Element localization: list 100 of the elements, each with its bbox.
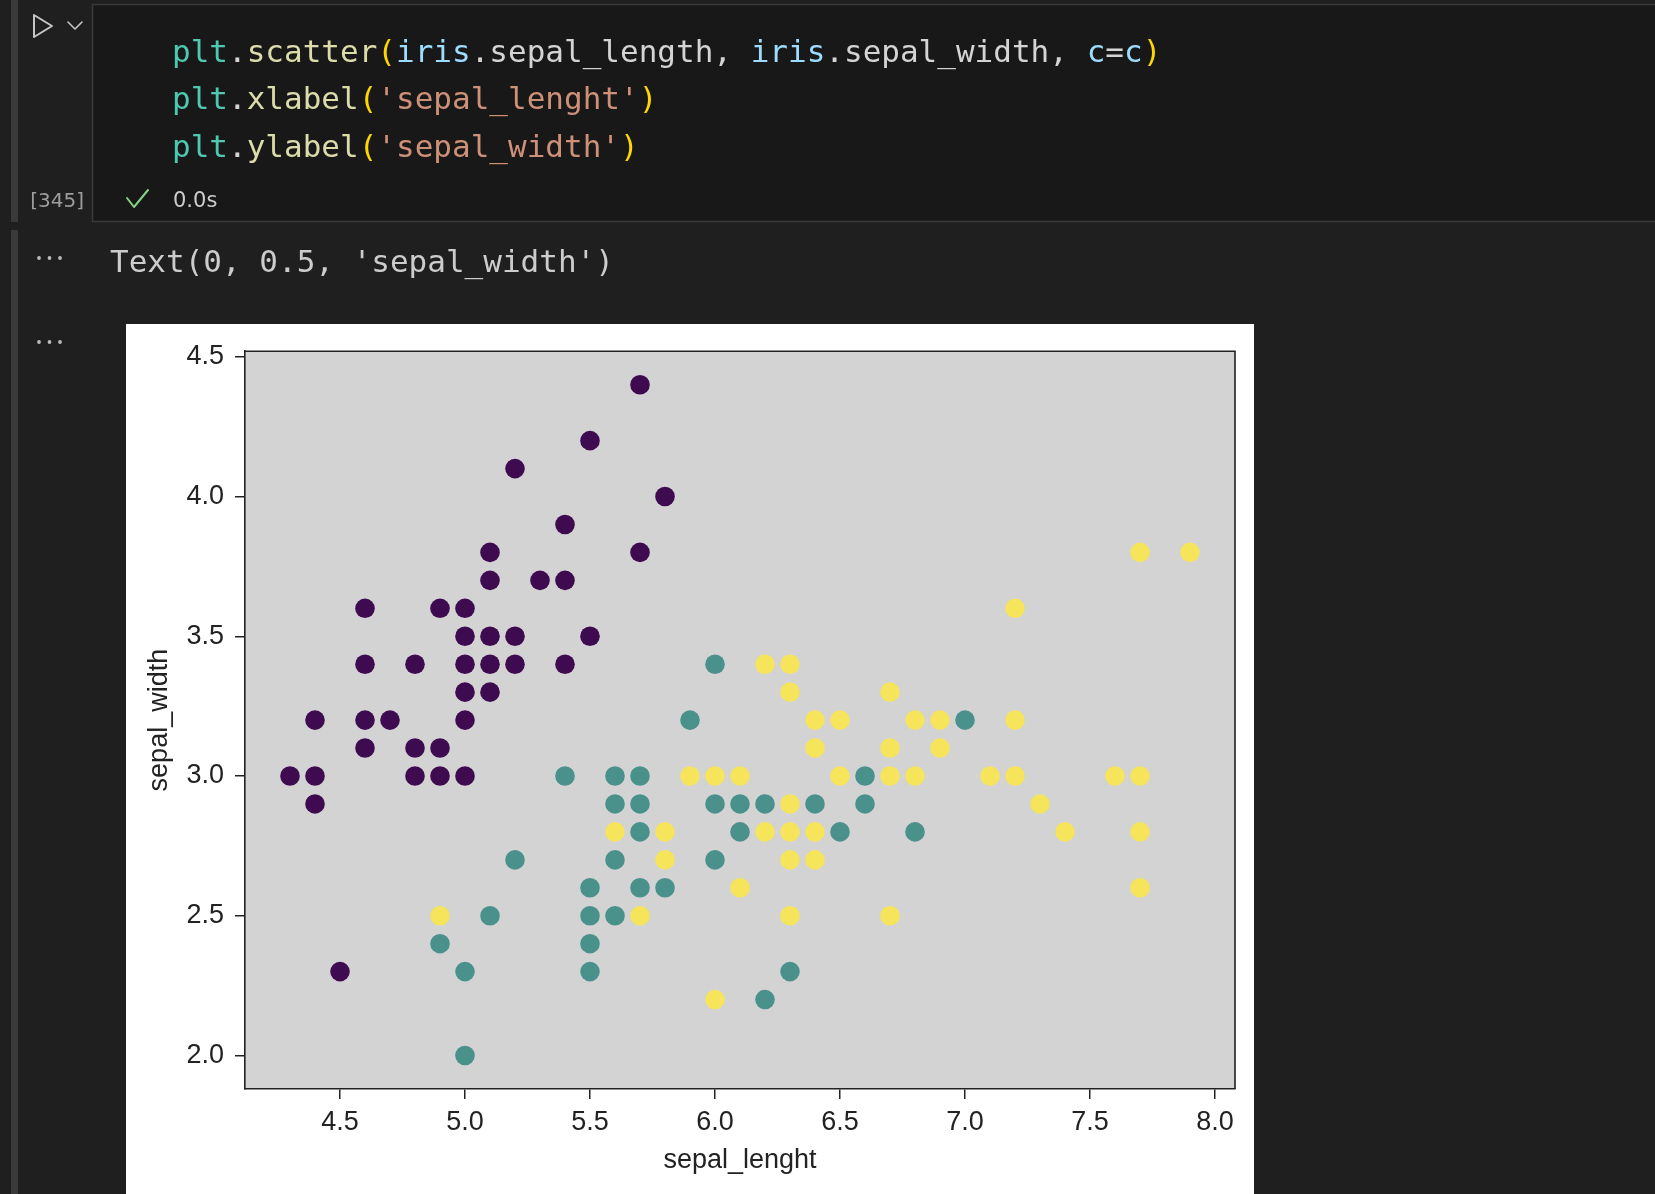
point	[430, 598, 450, 619]
point	[880, 766, 900, 786]
x-axis-title: sepal_lenght	[663, 1144, 818, 1175]
point	[1130, 766, 1150, 786]
point	[880, 905, 900, 926]
x-tick-label: 6.5	[821, 1105, 859, 1136]
point	[705, 766, 725, 786]
y-tick-label: 4.5	[186, 340, 224, 371]
point	[555, 766, 575, 786]
point	[555, 514, 575, 535]
point	[605, 905, 625, 926]
y-axis-title: sepal_width	[142, 648, 173, 792]
point	[355, 710, 375, 730]
point	[1130, 822, 1150, 842]
point	[580, 961, 600, 982]
point	[630, 905, 650, 926]
point	[730, 794, 750, 814]
point	[755, 822, 775, 842]
point	[705, 989, 725, 1010]
point	[730, 822, 750, 842]
point	[380, 710, 400, 730]
point	[780, 961, 800, 982]
point	[1130, 542, 1150, 563]
point	[305, 766, 325, 786]
point	[455, 961, 475, 982]
point	[455, 598, 475, 619]
point	[605, 794, 625, 814]
point	[805, 738, 825, 758]
point	[1005, 766, 1025, 786]
point	[480, 626, 500, 647]
x-tick-label: 5.0	[446, 1105, 484, 1136]
point	[430, 905, 450, 926]
point	[455, 1045, 475, 1066]
point	[855, 794, 875, 814]
x-tick-label: 5.5	[571, 1105, 609, 1136]
point	[605, 766, 625, 786]
point	[830, 766, 850, 786]
point	[955, 710, 975, 730]
point	[455, 682, 475, 702]
point	[655, 486, 675, 507]
x-tick-label: 7.0	[946, 1105, 984, 1136]
y-tick-label: 3.5	[186, 619, 224, 650]
point	[430, 766, 450, 786]
point	[1130, 877, 1150, 898]
point	[630, 822, 650, 842]
x-tick-label: 8.0	[1196, 1105, 1234, 1136]
point	[580, 430, 600, 451]
point	[780, 905, 800, 926]
point	[455, 766, 475, 786]
point	[480, 542, 500, 563]
point	[530, 570, 550, 591]
point	[455, 654, 475, 675]
text: Text(0, 0.5, 'sepal_width')	[110, 243, 614, 280]
point	[805, 822, 825, 842]
point	[1055, 822, 1075, 842]
point	[280, 766, 300, 786]
point	[930, 710, 950, 730]
point	[1180, 542, 1200, 563]
point	[505, 850, 525, 870]
point	[505, 654, 525, 675]
x-tick-label: 6.0	[696, 1105, 734, 1136]
point	[655, 822, 675, 842]
point	[555, 654, 575, 675]
point	[480, 682, 500, 702]
point	[630, 542, 650, 563]
text: [345]	[30, 188, 84, 212]
point	[780, 794, 800, 814]
y-tick-label: 3.0	[186, 759, 224, 790]
point	[655, 850, 675, 870]
point	[1030, 794, 1050, 814]
point	[1105, 766, 1125, 786]
point	[855, 766, 875, 786]
x-tick-label: 7.5	[1071, 1105, 1109, 1136]
point	[780, 654, 800, 675]
point	[780, 822, 800, 842]
point	[805, 850, 825, 870]
point	[330, 961, 350, 982]
point	[655, 877, 675, 898]
point	[455, 626, 475, 647]
point	[980, 766, 1000, 786]
text: plt.xlabel('sepal_lenght')	[172, 80, 658, 117]
point	[805, 794, 825, 814]
point	[880, 682, 900, 702]
point	[680, 710, 700, 730]
point	[805, 710, 825, 730]
text: plt.scatter(iris.sepal_length, iris.sepal_width, c=c)	[172, 32, 1162, 69]
point	[480, 654, 500, 675]
point	[580, 626, 600, 647]
point	[505, 626, 525, 647]
y-tick-label: 2.0	[186, 1038, 224, 1069]
point	[730, 877, 750, 898]
point	[480, 905, 500, 926]
text: 0.0s	[173, 188, 218, 212]
point	[480, 570, 500, 591]
point	[905, 822, 925, 842]
point	[905, 766, 925, 786]
point	[605, 850, 625, 870]
point	[630, 374, 650, 395]
point	[305, 794, 325, 814]
point	[630, 766, 650, 786]
